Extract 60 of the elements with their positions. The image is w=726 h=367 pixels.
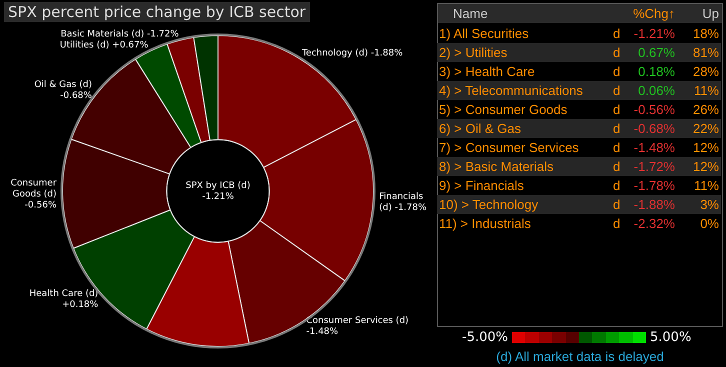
category-label: d [613,121,620,136]
category-label: 11) > Industrials [439,215,531,233]
text: (d) All market data is delayed [495,349,665,364]
slice-label: Basic Materials (d) -1.72% [60,30,180,40]
text: -5.00% [462,330,508,345]
data-label: 81% [692,45,719,60]
slice-label: Utilities (d) +0.67% [60,40,149,51]
data-label: 11% [694,83,719,98]
data-label: 22% [692,121,719,136]
data-label: 18% [692,26,719,41]
slice-label: Oil & Gas (d) -0.68% [34,80,92,101]
category-label: 9) > Financials [439,177,524,195]
data-label: 26% [692,102,719,117]
category-label: 2) > Utilities [439,44,508,62]
text: 5.00% [650,330,692,345]
data-label: 11% [694,178,719,193]
data-label: 0.67% [637,44,675,62]
category-label: 3) > Health Care [439,63,535,81]
data-label: -0.56% [632,101,675,119]
text: SPX by ICB (d) -1.21% [186,180,250,202]
category-label: 4) > Telecommunications [439,82,583,100]
category-label: d [613,159,620,174]
data-label: -1.21% [632,25,675,43]
category-label: d [613,197,620,212]
data-label: 0.18% [637,63,675,81]
slice-label: Financials (d) -1.78% [379,192,427,213]
slice-label: Consumer Goods (d) -0.56% [10,178,57,210]
data-label: 3% [700,197,719,212]
text: Up [702,6,719,21]
data-label: -1.72% [632,158,675,176]
category-label: 10) > Technology [439,196,538,214]
category-label: d [613,45,620,60]
slice-label: Consumer Services (d) -1.48% [306,316,409,338]
category-label: d [613,178,620,193]
category-label: 8) > Basic Materials [439,158,554,176]
series-label: %Chg↑ [632,5,675,23]
data-label: 0% [700,216,719,231]
category-label: 6) > Oil & Gas [439,120,521,138]
slice-label: Health Care (d) +0.18% [29,289,99,310]
data-label: -1.78% [632,177,675,195]
category-label: d [613,83,620,98]
data-label: -1.88% [632,196,675,214]
slice-label: Technology (d) -1.88% [300,48,404,58]
data-label: -0.68% [632,120,675,138]
category-label: d [613,26,620,41]
chart-title: SPX percent price change by ICB sector [4,2,310,22]
category-label: d [613,102,620,117]
data-label: 12% [692,159,719,174]
data-label: 0.06% [637,82,675,100]
category-label: d [613,140,620,155]
category-label: d [613,64,620,79]
data-label: 12% [692,140,719,155]
data-label: -1.48% [632,139,675,157]
category-label: 7) > Consumer Services [439,139,579,157]
category-label: d [613,216,620,231]
data-label: 28% [692,64,719,79]
category-label: 1) All Securities [439,25,529,43]
text: Name [453,5,488,23]
category-label: 5) > Consumer Goods [439,101,568,119]
data-label: -2.32% [632,215,675,233]
